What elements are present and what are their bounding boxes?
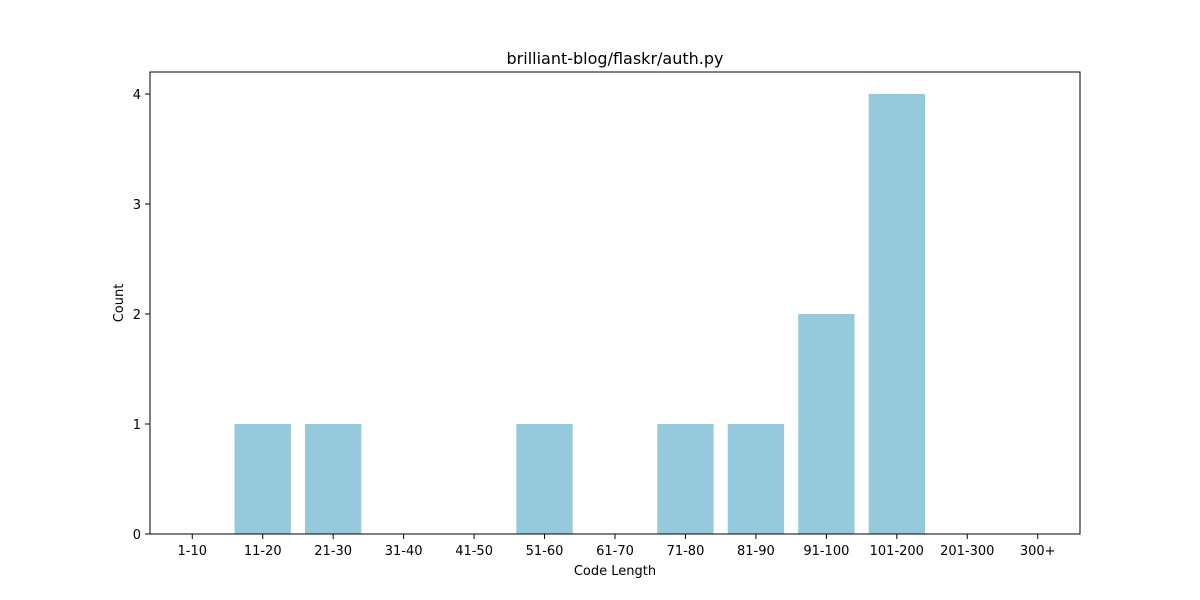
x-tick-label: 61-70 bbox=[596, 544, 634, 559]
bar-81-90 bbox=[727, 424, 785, 534]
x-tick-label: 51-60 bbox=[526, 544, 564, 559]
x-tick-label: 31-40 bbox=[385, 544, 423, 559]
bar-11-20 bbox=[234, 424, 291, 534]
x-tick-label: 21-30 bbox=[314, 544, 352, 559]
x-tick-label: 201-300 bbox=[940, 544, 994, 559]
x-tick-label: 101-200 bbox=[870, 544, 924, 559]
y-axis: 0 1 2 3 4 bbox=[133, 88, 150, 543]
x-tick-label: 41-50 bbox=[455, 544, 493, 559]
x-tick-label: 71-80 bbox=[667, 544, 705, 559]
y-tick-label: 4 bbox=[133, 88, 141, 103]
x-tick-label: 11-20 bbox=[244, 544, 282, 559]
bar-91-100 bbox=[798, 314, 855, 534]
x-tick-label: 91-100 bbox=[803, 544, 849, 559]
y-tick-label: 3 bbox=[133, 198, 141, 213]
x-axis: 1-10 11-20 21-30 31-40 41-50 51-60 61-70 71-80 8… bbox=[178, 534, 1056, 559]
y-tick-label: 1 bbox=[133, 418, 141, 433]
x-tick-label: 300+ bbox=[1020, 544, 1056, 559]
x-tick-label: 81-90 bbox=[737, 544, 775, 559]
chart-title: brilliant-blog/flaskr/auth.py bbox=[507, 49, 724, 68]
bar-101-200 bbox=[868, 94, 925, 534]
y-tick-label: 0 bbox=[133, 528, 141, 543]
x-tick-label: 1-10 bbox=[178, 544, 208, 559]
y-tick-label: 2 bbox=[133, 308, 141, 323]
bar-51-60 bbox=[516, 424, 573, 534]
y-axis-label: Count bbox=[112, 284, 127, 323]
bars-layer bbox=[234, 94, 925, 534]
bar-21-30 bbox=[305, 424, 362, 534]
bar-71-80 bbox=[657, 424, 714, 534]
x-axis-label: Code Length bbox=[574, 564, 656, 579]
